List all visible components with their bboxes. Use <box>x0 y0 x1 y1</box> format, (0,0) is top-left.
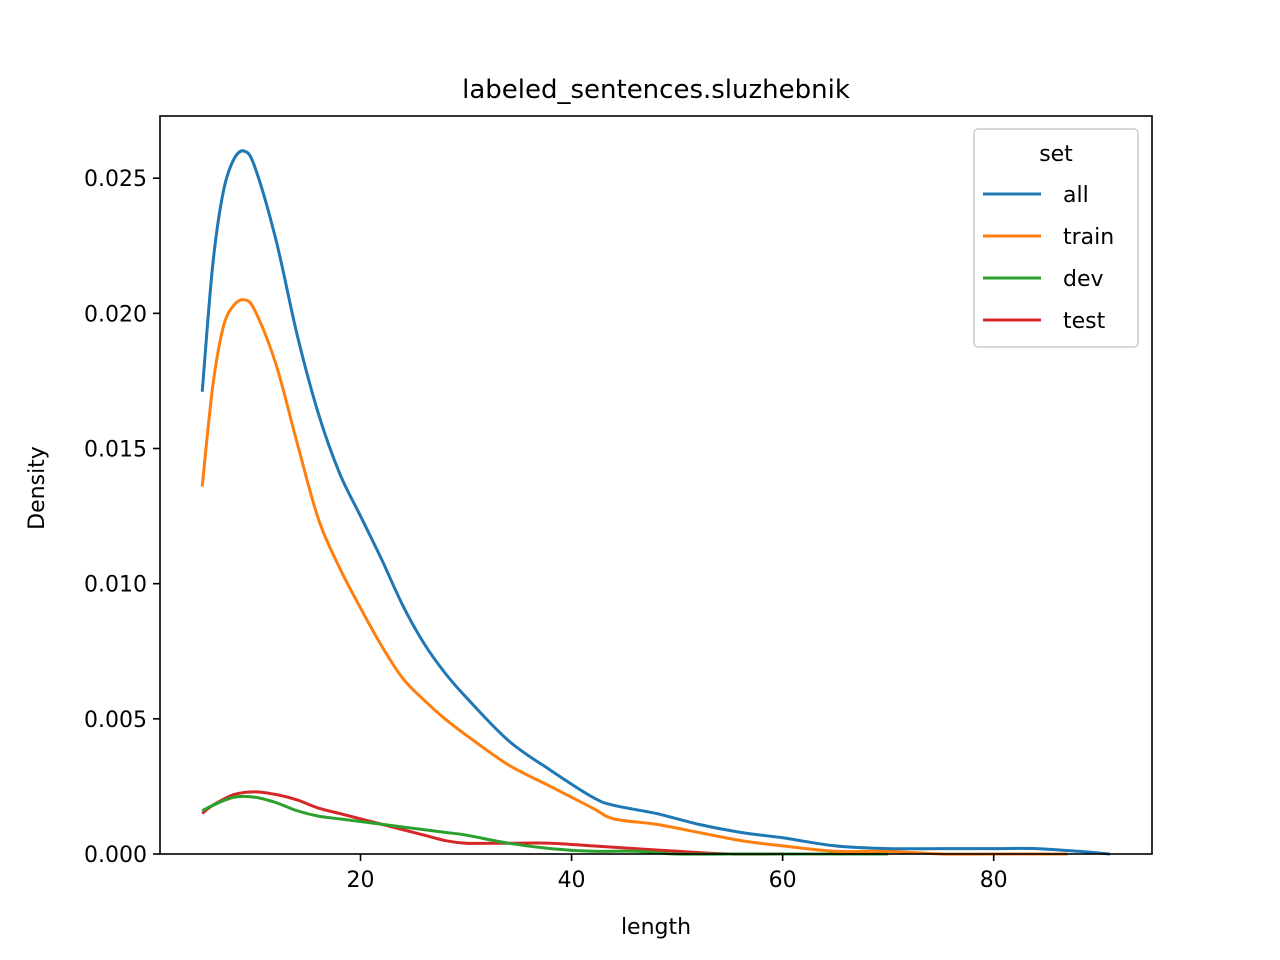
legend: set all train dev test <box>973 128 1139 348</box>
y-tick-label: 0.015 <box>84 438 147 463</box>
legend-box <box>973 128 1139 348</box>
x-tick-label: 80 <box>980 868 1008 893</box>
series-line-train <box>200 298 1068 856</box>
plot-frame <box>159 115 1153 855</box>
x-tick-label: 60 <box>769 868 797 893</box>
chart-title: labeled_sentences.sluzhebnik <box>462 75 850 105</box>
y-axis: 0.000 0.005 0.010 0.015 0.020 0.025 <box>84 167 160 868</box>
y-tick-label: 0.010 <box>84 573 147 598</box>
series-line-test <box>201 790 846 856</box>
legend-label-dev: dev <box>1063 267 1104 292</box>
x-axis: 20 40 60 80 <box>347 854 1008 893</box>
y-tick-label: 0.005 <box>84 708 147 733</box>
y-tick-label: 0.020 <box>84 302 147 327</box>
legend-label-all: all <box>1063 183 1089 208</box>
y-axis-label: Density <box>25 446 50 530</box>
x-tick-label: 40 <box>558 868 586 893</box>
y-tick-label: 0.025 <box>84 167 147 192</box>
legend-label-train: train <box>1063 225 1114 250</box>
x-axis-label: length <box>621 915 691 940</box>
series-line-all <box>200 149 1110 856</box>
plot-area <box>200 149 1110 856</box>
y-tick-label: 0.000 <box>84 843 147 868</box>
x-tick-label: 20 <box>347 868 375 893</box>
legend-label-test: test <box>1063 309 1106 334</box>
legend-title: set <box>1039 142 1073 167</box>
